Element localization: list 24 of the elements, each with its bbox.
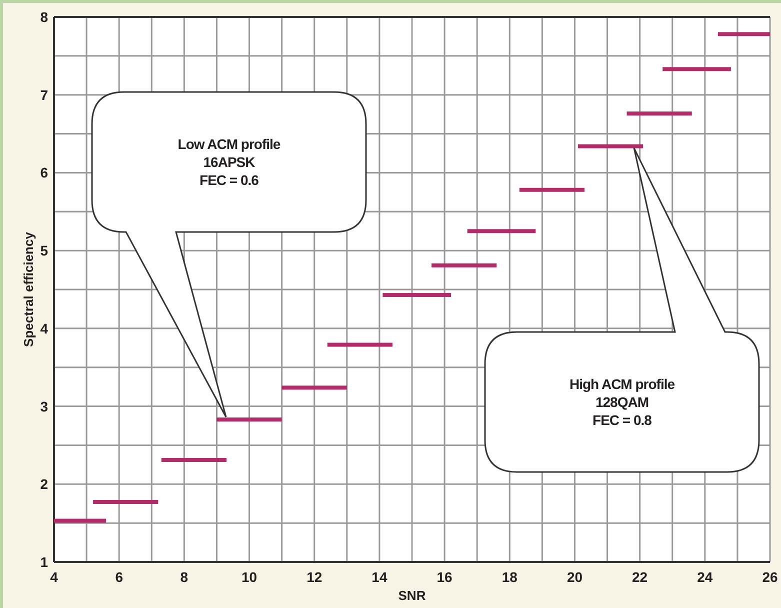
y-tick-label: 1: [40, 554, 48, 570]
x-tick-label: 18: [502, 569, 518, 585]
y-tick-label: 7: [40, 86, 48, 103]
x-tick-label: 20: [566, 569, 583, 585]
y-tick-label: 8: [40, 9, 48, 25]
x-tick-label: 22: [632, 569, 648, 585]
x-tick-label: 16: [436, 569, 453, 585]
y-tick-label: 4: [40, 320, 48, 336]
x-tick-label: 26: [762, 569, 778, 585]
x-tick-label: 4: [50, 569, 58, 585]
x-tick-label: 14: [372, 569, 388, 585]
annotation: Low ACM profile 16APSK FEC = 0.6: [178, 136, 281, 188]
y-axis-title: Spectral efficiency: [21, 231, 36, 347]
x-tick-label: 6: [115, 569, 124, 585]
y-tick-label: 5: [40, 242, 48, 259]
y-tick-label: 2: [40, 476, 48, 492]
x-tick-label: 8: [180, 569, 188, 585]
y-tick-label: 3: [40, 398, 48, 414]
x-tick-label: 24: [697, 569, 713, 585]
y-tick-label: 6: [40, 164, 48, 181]
x-tick-label: 10: [241, 569, 258, 585]
x-tick-label: 12: [306, 569, 322, 585]
x-axis-title: SNR: [398, 588, 426, 603]
annotation: High ACM profile 128QAM FEC = 0.8: [569, 376, 676, 428]
